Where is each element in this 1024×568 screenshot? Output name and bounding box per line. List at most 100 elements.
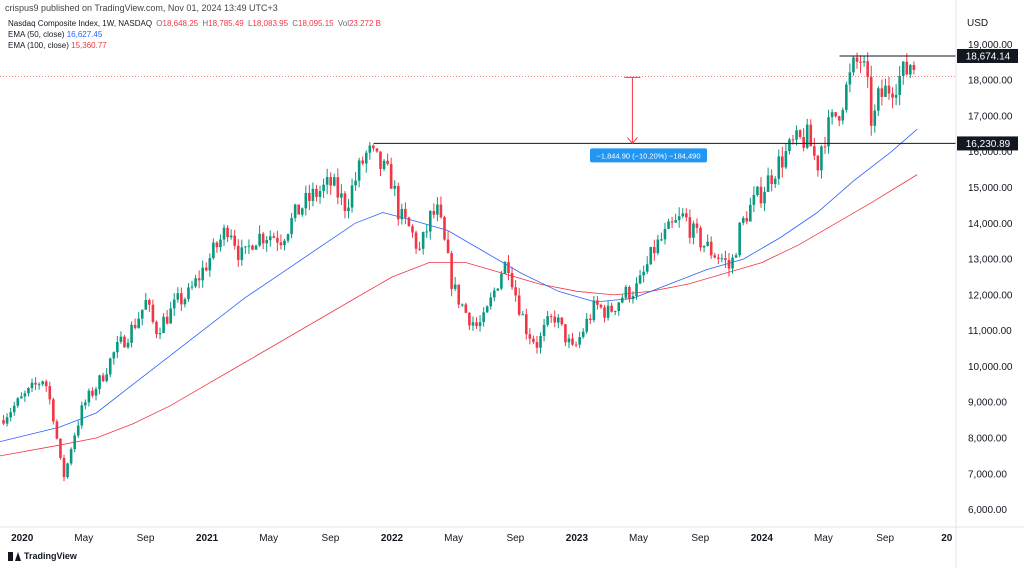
candle-body	[880, 88, 884, 97]
candle-body	[133, 324, 137, 328]
candle-body	[364, 152, 368, 164]
candle-body	[805, 124, 809, 148]
candle-body	[300, 208, 304, 215]
candle-body	[556, 317, 560, 323]
candle-body	[478, 322, 482, 327]
candle-body	[386, 160, 389, 164]
candle-body	[795, 130, 798, 140]
candle-body	[731, 257, 734, 269]
candle-body	[204, 267, 208, 271]
y-tick-label: 12,000.00	[968, 290, 1013, 301]
candle-body	[215, 242, 219, 248]
candle-body	[439, 204, 443, 218]
candle-body	[524, 314, 528, 335]
candle-body	[798, 130, 802, 138]
candle-body	[76, 425, 80, 436]
candle-body	[877, 88, 880, 111]
candle-body	[834, 112, 837, 117]
candle-body	[777, 156, 781, 179]
candle-body	[802, 137, 805, 148]
candle-body	[866, 61, 869, 77]
candle-body	[781, 156, 784, 168]
candle-body	[450, 253, 453, 289]
candle-body	[286, 234, 290, 241]
y-tick-label: 8,000.00	[968, 434, 1007, 445]
candle-body	[116, 341, 119, 353]
candle-body	[98, 375, 101, 390]
x-tick-label: Sep	[876, 533, 894, 544]
candle-body	[564, 324, 567, 343]
candle-body	[354, 180, 357, 186]
candle-body	[432, 211, 436, 215]
ema50-legend[interactable]: EMA (50, close) 16,627.45	[8, 30, 103, 39]
y-tick-label: 13,000.00	[968, 255, 1013, 266]
candle-body	[172, 299, 176, 309]
candle-body	[304, 192, 308, 209]
candle-body	[240, 247, 244, 261]
candles	[2, 52, 916, 482]
candle-body	[411, 226, 414, 233]
candle-body	[105, 374, 108, 382]
candle-body	[581, 331, 585, 338]
candle-body	[332, 177, 336, 186]
candle-body	[12, 405, 16, 413]
candle-body	[361, 160, 365, 164]
support-price-label: 16,230.89	[966, 139, 1011, 150]
candle-body	[421, 232, 425, 249]
candle-body	[745, 218, 749, 222]
y-tick-label: 7,000.00	[968, 469, 1007, 480]
candle-body	[638, 275, 642, 284]
ema100-value: 15,360.77	[71, 41, 107, 50]
candle-body	[425, 231, 429, 233]
open-value: 18,648.25	[162, 19, 199, 28]
candle-body	[912, 64, 916, 70]
candle-body	[379, 151, 382, 169]
candle-body	[428, 211, 432, 232]
candle-body	[713, 255, 717, 258]
ema100-legend[interactable]: EMA (100, close) 15,360.77	[8, 41, 107, 50]
candle-body	[187, 287, 190, 300]
candle-body	[677, 216, 681, 221]
candle-body	[734, 255, 738, 258]
candle-body	[756, 186, 759, 195]
chart-legend: Nasdaq Composite Index, 1W, NASDAQ O18,6…	[8, 18, 381, 51]
measure-label-box	[590, 148, 707, 163]
candle-body	[418, 248, 421, 250]
candle-body	[268, 236, 272, 241]
candle-body	[695, 223, 699, 228]
measure-arrowhead	[627, 137, 638, 145]
candle-body	[596, 300, 599, 305]
candle-body	[130, 324, 133, 343]
candle-body	[894, 94, 898, 98]
candle-body	[901, 61, 905, 76]
candle-body	[436, 204, 439, 215]
candle-body	[553, 316, 557, 323]
tradingview-logo[interactable]: TradingView	[8, 551, 77, 561]
time-axis: 2020 May Sep 2021 May Sep 2022 May Sep 2023 May Sep…	[0, 526, 1024, 544]
ema50-value: 16,627.45	[66, 30, 103, 39]
candle-body	[55, 421, 59, 439]
candle-body	[645, 264, 649, 272]
candle-body	[357, 160, 361, 181]
candle-body	[628, 286, 631, 300]
y-tick-label: 10,000.00	[968, 362, 1013, 373]
candle-body	[585, 318, 589, 332]
candle-body	[464, 304, 468, 313]
publisher-note: crispus9 published on TradingView.com, N…	[5, 3, 278, 13]
symbol-name[interactable]: Nasdaq Composite Index, 1W, NASDAQ	[8, 19, 153, 28]
candle-body	[841, 109, 845, 121]
tradingview-icon	[8, 551, 21, 561]
brand-name: TradingView	[24, 551, 77, 561]
candle-body	[340, 193, 343, 198]
y-tick-label: 6,000.00	[968, 505, 1007, 516]
currency-label[interactable]: USD	[967, 18, 989, 29]
candle-body	[688, 217, 692, 238]
candle-body	[27, 388, 30, 394]
candle-body	[44, 381, 48, 387]
candle-body	[681, 213, 685, 217]
candle-body	[48, 386, 52, 400]
candle-body	[94, 389, 98, 396]
x-tick-label: May	[444, 533, 463, 544]
candle-body	[642, 271, 645, 276]
